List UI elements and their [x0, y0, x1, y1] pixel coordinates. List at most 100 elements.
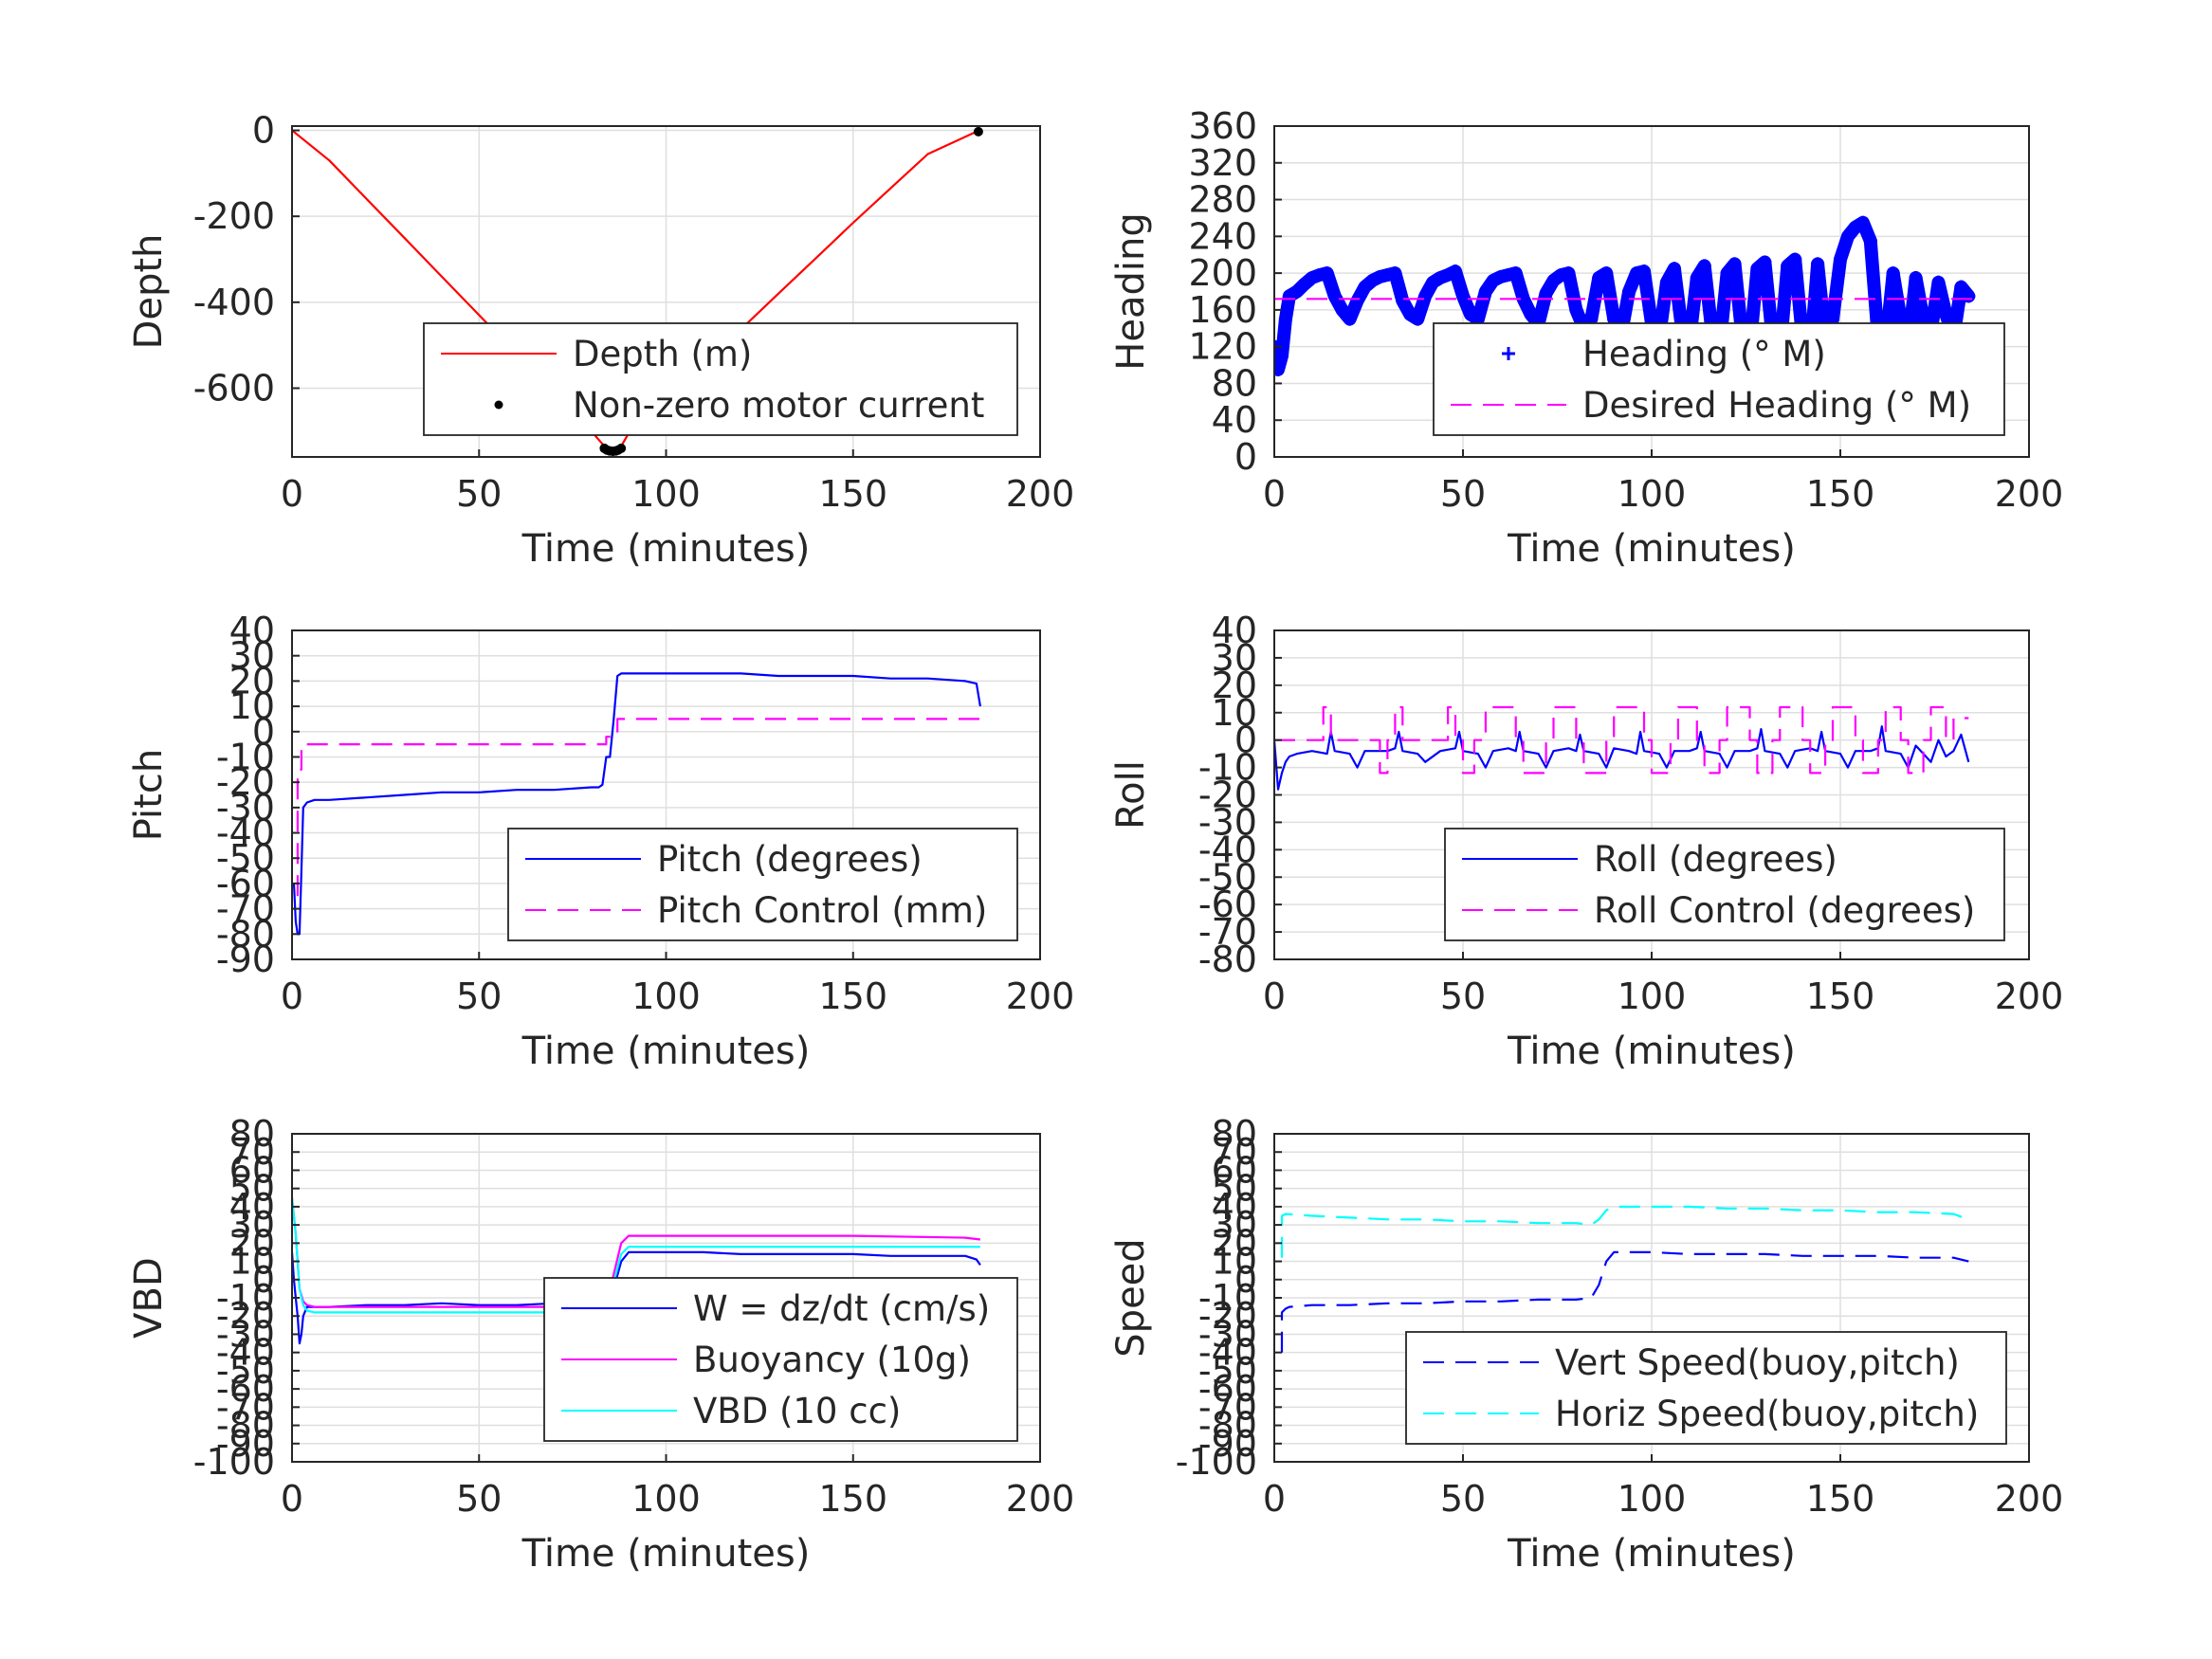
- heading-point: [1358, 280, 1372, 294]
- x-tick-label: 50: [1440, 473, 1486, 515]
- y-tick-label: -100: [193, 1441, 275, 1483]
- heading-point: [1562, 266, 1576, 281]
- heading-point: [1282, 289, 1296, 303]
- y-axis-label: Depth: [127, 234, 171, 350]
- legend-label: Vert Speed(buoy,pitch): [1555, 1342, 1960, 1383]
- series-group: [1274, 215, 1976, 376]
- y-tick-label: 20: [1212, 1222, 1257, 1264]
- heading-point: [1434, 270, 1448, 284]
- heading-point: [1289, 284, 1304, 299]
- tick-marks: [291, 129, 1041, 457]
- x-tick-label: 200: [1995, 1478, 2064, 1520]
- legend-label: Pitch (degrees): [657, 839, 923, 880]
- x-tick-label: 100: [631, 1478, 701, 1520]
- legend-marker-plus: [1502, 347, 1515, 360]
- legend-label: VBD (10 cc): [693, 1391, 901, 1431]
- heading-point: [1418, 289, 1433, 303]
- heading-point: [1335, 302, 1349, 317]
- y-axis-label: Heading: [1109, 212, 1153, 370]
- y-tick-label: -80: [1198, 939, 1257, 980]
- y-tick-label: 0: [1234, 720, 1257, 761]
- y-tick-label: 360: [1188, 105, 1257, 147]
- legend-box: [1405, 1331, 2007, 1445]
- x-tick-label: 50: [1440, 975, 1486, 1017]
- y-tick-label: 80: [1212, 362, 1257, 404]
- heading-point: [1811, 257, 1825, 271]
- y-tick-label: 60: [229, 1149, 275, 1191]
- x-tick-label: 200: [1006, 975, 1075, 1017]
- tick-marks: [1273, 629, 2030, 960]
- heading-point: [1834, 252, 1847, 266]
- y-axis-label: VBD: [127, 1257, 171, 1339]
- heading-point: [1343, 312, 1357, 326]
- x-axis-label: Time (minutes): [521, 1030, 811, 1073]
- series-horiz-speed-buoy-pitch: [1280, 1205, 1969, 1258]
- legend: W = dz/dt (cm/s) Buoyancy (10g) VBD (10 cc…: [543, 1277, 1018, 1442]
- y-axis-label: Pitch: [127, 749, 171, 841]
- tick-marks: [291, 629, 1041, 960]
- legend-box: [423, 322, 1018, 436]
- heading-point: [1962, 289, 1976, 303]
- legend-label: Desired Heading (° M): [1582, 385, 1971, 426]
- heading-point: [1667, 262, 1681, 276]
- y-tick-label: 120: [1188, 326, 1257, 368]
- panel-pitch: 0 50 100 150 200403020100-10-20-30-40-50-60-…: [127, 610, 1074, 1073]
- legend: Heading (° M) Desired Heading (° M): [1433, 322, 2005, 436]
- y-tick-label: -30: [216, 787, 275, 829]
- y-tick-label: 80: [1212, 1113, 1257, 1155]
- x-tick-label: 150: [1806, 1478, 1875, 1520]
- series-pitch-degrees: [292, 672, 981, 936]
- legend-label: Buoyancy (10g): [693, 1340, 971, 1380]
- y-tick-label: 0: [1234, 1259, 1257, 1301]
- y-tick-label: -50: [1198, 1350, 1257, 1392]
- y-tick-label: -50: [216, 837, 275, 879]
- y-tick-label: 60: [1212, 1149, 1257, 1191]
- heading-point: [1365, 273, 1380, 287]
- heading-point: [1637, 264, 1652, 279]
- heading-point: [1592, 270, 1606, 284]
- heading-point: [1396, 294, 1410, 308]
- heading-point: [1411, 312, 1425, 326]
- heading-point: [1781, 259, 1795, 273]
- legend-label: Depth (m): [573, 334, 752, 374]
- y-tick-label: -10: [1198, 1277, 1257, 1319]
- heading-point: [1630, 266, 1644, 281]
- heading-point: [1697, 259, 1711, 273]
- y-tick-label: 30: [1212, 637, 1257, 679]
- x-tick-label: 150: [818, 975, 887, 1017]
- x-tick-label: 0: [1263, 473, 1286, 515]
- heading-point: [1886, 266, 1900, 281]
- y-tick-label: -60: [216, 1368, 275, 1410]
- y-tick-label: 20: [229, 1222, 275, 1264]
- y-tick-label: 40: [229, 610, 275, 651]
- y-tick-label: -10: [1198, 747, 1257, 789]
- x-tick-label: 50: [456, 975, 502, 1017]
- legend-label: Heading (° M): [1582, 334, 1826, 374]
- y-tick-label: 70: [229, 1131, 275, 1173]
- heading-point: [1297, 277, 1311, 291]
- y-tick-label: -20: [216, 1295, 275, 1337]
- heading-point: [1373, 269, 1387, 283]
- x-tick-label: 200: [1006, 1478, 1075, 1520]
- series-group: [1280, 1205, 1969, 1353]
- y-tick-label: -40: [1198, 829, 1257, 870]
- x-tick-label: 0: [281, 1478, 303, 1520]
- heading-point: [1856, 215, 1870, 229]
- y-tick-label: -70: [216, 888, 275, 930]
- y-tick-label: 240: [1188, 215, 1257, 257]
- x-tick-label: 100: [631, 473, 701, 515]
- x-tick-label: 0: [1263, 975, 1286, 1017]
- heading-point: [1449, 264, 1463, 279]
- heading-point: [1720, 266, 1734, 281]
- heading-point: [1508, 266, 1523, 281]
- y-tick-label: -30: [1198, 801, 1257, 843]
- heading-point: [1320, 266, 1334, 281]
- motor-current-point: [616, 443, 627, 453]
- heading-point: [1456, 289, 1470, 303]
- y-axis-label: Speed: [1109, 1238, 1153, 1357]
- y-tick-label: -100: [1176, 1441, 1257, 1483]
- y-tick-label: 70: [1212, 1131, 1257, 1173]
- y-tick-label: -80: [216, 1405, 275, 1447]
- legend: Pitch (degrees) Pitch Control (mm): [507, 828, 1018, 941]
- y-tick-label: 280: [1188, 179, 1257, 221]
